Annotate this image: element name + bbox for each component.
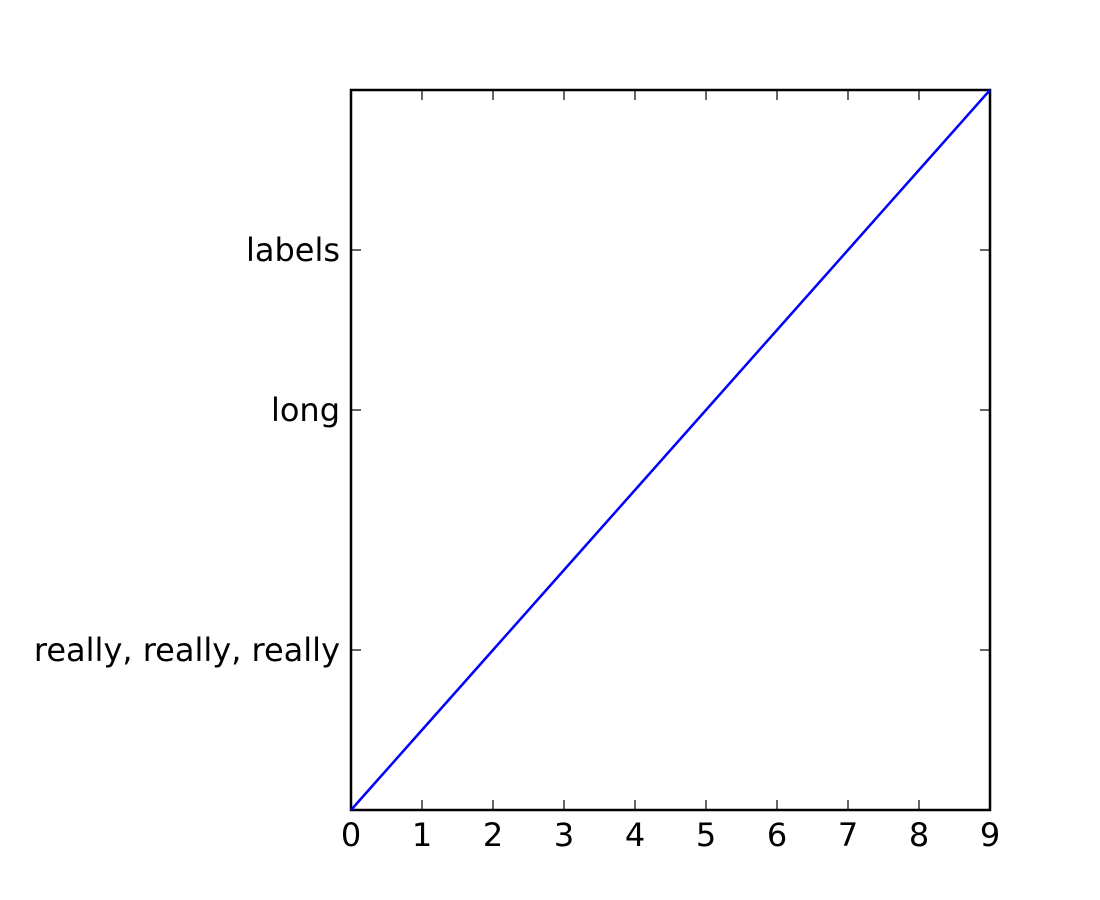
x-tick-marks [350,90,991,810]
x-tick-label: 5 [696,816,716,854]
series-layer [350,89,991,811]
x-tick-label: 2 [483,816,503,854]
x-tick-label: 1 [412,816,432,854]
x-tick-label: 3 [554,816,574,854]
x-tick-label: 8 [909,816,929,854]
x-tick-labels: 0 1 2 3 4 5 6 7 8 9 [341,816,1000,854]
y-tick-labels: really, really, really long labels [34,231,340,669]
series-line-0 [350,89,991,811]
y-tick-label: long [271,391,340,429]
x-tick-label: 7 [838,816,858,854]
y-tick-label: really, really, really [34,631,340,669]
y-tick-marks [351,249,990,651]
x-tick-label: 9 [980,816,1000,854]
x-tick-label: 6 [767,816,787,854]
x-tick-label: 0 [341,816,361,854]
x-tick-label: 4 [625,816,645,854]
y-tick-label: labels [246,231,340,269]
